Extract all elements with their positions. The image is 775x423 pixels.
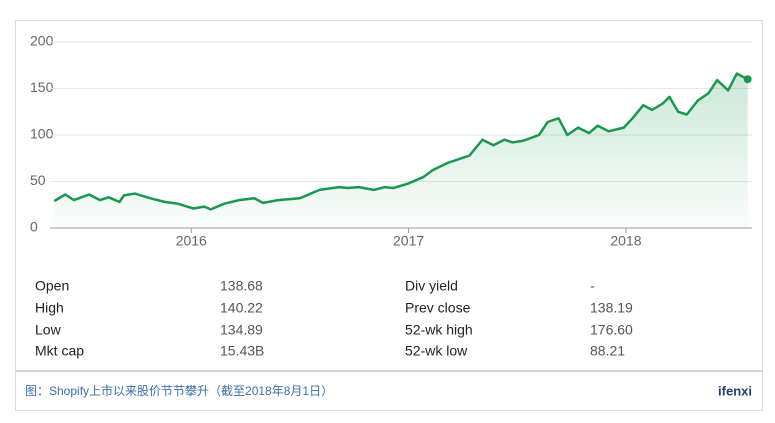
- x-tick-label: 2017: [393, 233, 424, 249]
- stat-label: Low: [35, 322, 62, 338]
- x-tick-label: 2016: [176, 233, 207, 249]
- x-tick-label: 2018: [610, 233, 641, 249]
- stat-label: Prev close: [405, 300, 471, 316]
- stat-label: Open: [35, 278, 69, 294]
- area: [54, 73, 748, 228]
- stat-label: 52-wk low: [405, 343, 468, 359]
- stat-value: 138.68: [220, 278, 263, 294]
- brand: ifenxi: [718, 383, 752, 398]
- line: [53, 72, 749, 211]
- stat-label: Mkt cap: [35, 343, 84, 359]
- stat-value: 176.60: [590, 322, 633, 338]
- stat-value: 140.22: [220, 300, 263, 316]
- stat-value: 134.89: [220, 322, 263, 338]
- caption: 图：Shopify上市以来股价节节攀升（截至2018年8月1日）: [25, 383, 333, 398]
- stat-value: 15.43B: [220, 343, 264, 359]
- stat-label: 52-wk high: [405, 322, 473, 338]
- y-tick-label: 50: [30, 172, 46, 188]
- stat-value: -: [590, 278, 595, 294]
- stat-label: High: [35, 300, 64, 316]
- y-tick-label: 100: [30, 126, 54, 142]
- y-tick-label: 200: [30, 33, 54, 49]
- y-tick-label: 150: [30, 79, 54, 95]
- stat-value: 138.19: [590, 300, 633, 316]
- y-tick-label: 0: [30, 219, 38, 235]
- stat-value: 88.21: [590, 343, 625, 359]
- end-point: [743, 75, 752, 84]
- stat-label: Div yield: [405, 278, 458, 294]
